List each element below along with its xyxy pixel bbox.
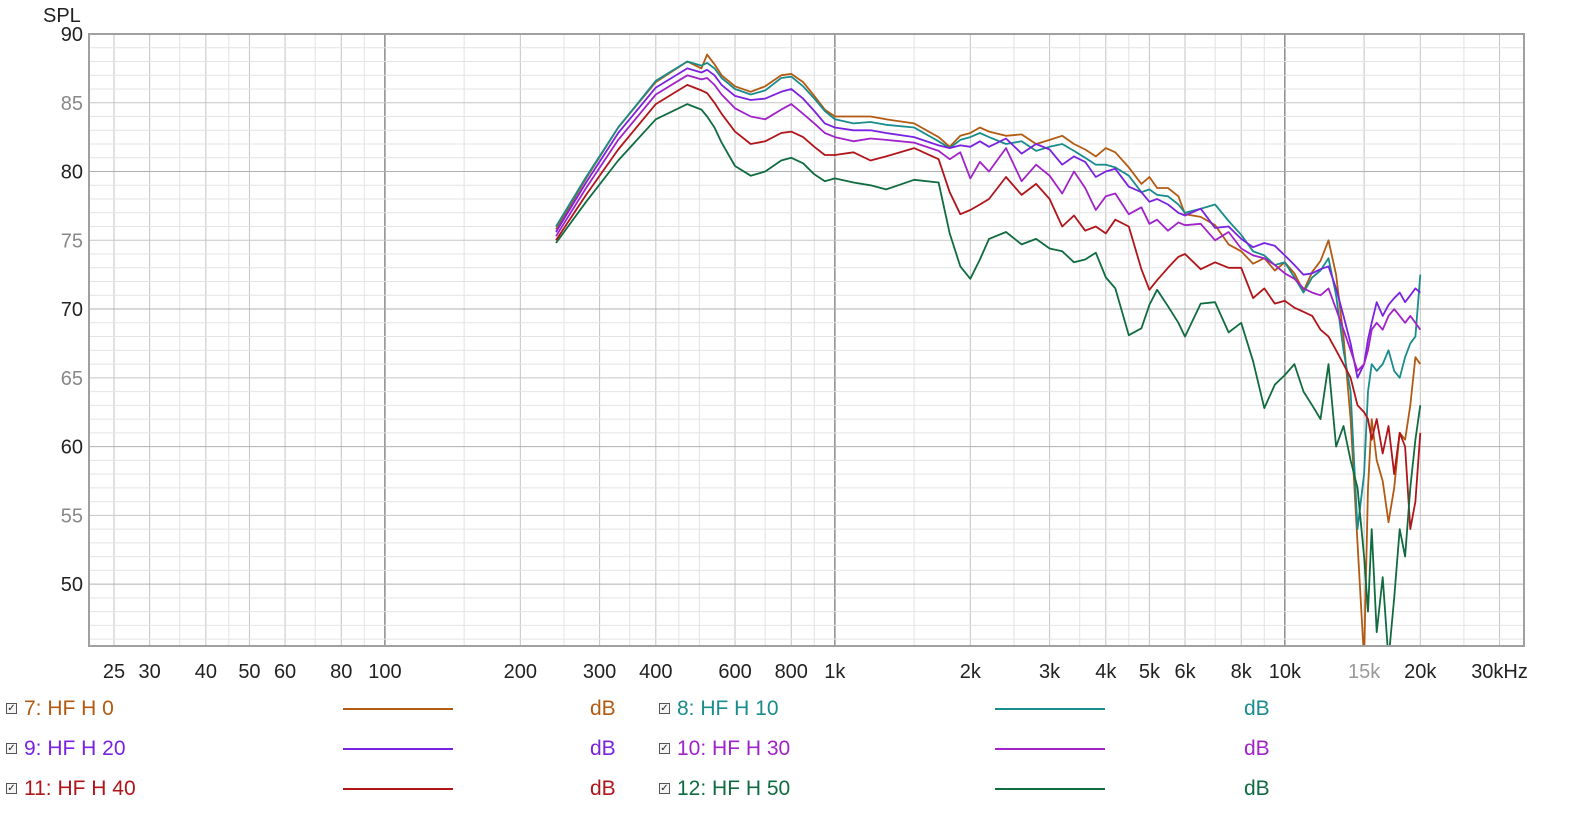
legend-checkbox[interactable]: ✓	[659, 783, 670, 794]
legend-checkbox[interactable]: ✓	[6, 743, 17, 754]
x-tick-label: 30kHz	[1471, 661, 1528, 683]
series-line-4	[555, 74, 1422, 372]
legend-checkbox[interactable]: ✓	[6, 783, 17, 794]
y-tick-label: 65	[61, 368, 83, 390]
x-tick-label: 400	[639, 661, 672, 683]
x-tick-label: 60	[274, 661, 296, 683]
x-tick-label: 8k	[1231, 661, 1253, 683]
legend-item[interactable]: ✓ 7: HF H 0 dB	[0, 694, 1592, 724]
x-tick-label: 80	[330, 661, 352, 683]
x-tick-label: 4k	[1095, 661, 1117, 683]
x-tick-label: 50	[238, 661, 260, 683]
chart-grid	[89, 33, 1524, 646]
legend-item[interactable]: ✓ 11: HF H 40 dB	[0, 774, 1592, 804]
legend-unit: dB	[1244, 697, 1270, 720]
legend-unit: dB	[590, 777, 616, 800]
y-tick-label: 80	[61, 162, 83, 184]
legend-label: 8: HF H 10	[677, 697, 779, 720]
x-tick-label: 2k	[960, 661, 982, 683]
y-tick-label: 60	[61, 437, 83, 459]
y-tick-label: 85	[61, 93, 83, 115]
plot-area	[89, 34, 1524, 646]
x-tick-label: 1k	[824, 661, 846, 683]
y-tick-labels: 90 85 80 75 70 65 60 55 50	[61, 24, 83, 596]
legend-unit: dB	[1244, 737, 1270, 760]
legend-label: 10: HF H 30	[677, 737, 791, 760]
legend-item[interactable]: ✓ 10: HF H 30 dB	[0, 734, 1592, 764]
x-tick-label: 800	[775, 661, 808, 683]
legend-item[interactable]: ✓ 9: HF H 20 dB	[0, 734, 1592, 764]
x-tick-label: 6k	[1174, 661, 1196, 683]
x-tick-label: 40	[195, 661, 217, 683]
legend-unit: dB	[1244, 777, 1270, 800]
legend-unit: dB	[590, 697, 616, 720]
y-tick-label: 75	[61, 230, 83, 252]
legend-swatch-line	[995, 748, 1105, 750]
x-tick-label: 300	[583, 661, 616, 683]
x-tick-label: 20k	[1404, 661, 1437, 683]
x-tick-label: 25	[103, 661, 125, 683]
y-tick-label: 50	[61, 574, 83, 596]
legend-swatch-line	[343, 788, 453, 790]
legend-label: 7: HF H 0	[24, 697, 114, 720]
legend-checkbox[interactable]: ✓	[6, 703, 17, 714]
legend-item[interactable]: ✓ 12: HF H 50 dB	[0, 774, 1592, 804]
series-line-5	[555, 84, 1422, 530]
series-line-2	[555, 60, 1422, 530]
x-tick-label: 5k	[1139, 661, 1161, 683]
x-tick-label: 30	[138, 661, 160, 683]
legend-swatch-line	[995, 708, 1105, 710]
series-lines	[555, 53, 1422, 646]
x-tick-label: 3k	[1039, 661, 1061, 683]
y-tick-label: 55	[61, 505, 83, 527]
legend-swatch-line	[343, 708, 453, 710]
legend-checkbox[interactable]: ✓	[659, 743, 670, 754]
y-axis-label: SPL	[43, 5, 81, 27]
plot-frame	[88, 33, 1525, 647]
y-tick-label: 90	[61, 24, 83, 46]
legend-swatch-line	[995, 788, 1105, 790]
x-tick-label: 15k	[1348, 661, 1381, 683]
x-tick-labels: 25 30 40 50 60 80 100 200 300 400 600 800 1k 2k 3k 4k 5k…	[103, 661, 1528, 683]
legend-checkbox[interactable]: ✓	[659, 703, 670, 714]
x-tick-label: 10k	[1269, 661, 1302, 683]
series-line-3	[555, 67, 1421, 379]
legend-label: 9: HF H 20	[24, 737, 126, 760]
y-tick-label: 70	[61, 299, 83, 321]
legend-unit: dB	[590, 737, 616, 760]
series-line-6	[555, 103, 1422, 646]
legend-label: 12: HF H 50	[677, 777, 791, 800]
x-tick-label: 200	[504, 661, 537, 683]
legend-label: 11: HF H 40	[24, 777, 136, 800]
legend-item[interactable]: ✓ 8: HF H 10 dB	[0, 694, 1592, 724]
x-tick-label: 100	[368, 661, 401, 683]
x-tick-label: 600	[718, 661, 751, 683]
legend-swatch-line	[343, 748, 453, 750]
